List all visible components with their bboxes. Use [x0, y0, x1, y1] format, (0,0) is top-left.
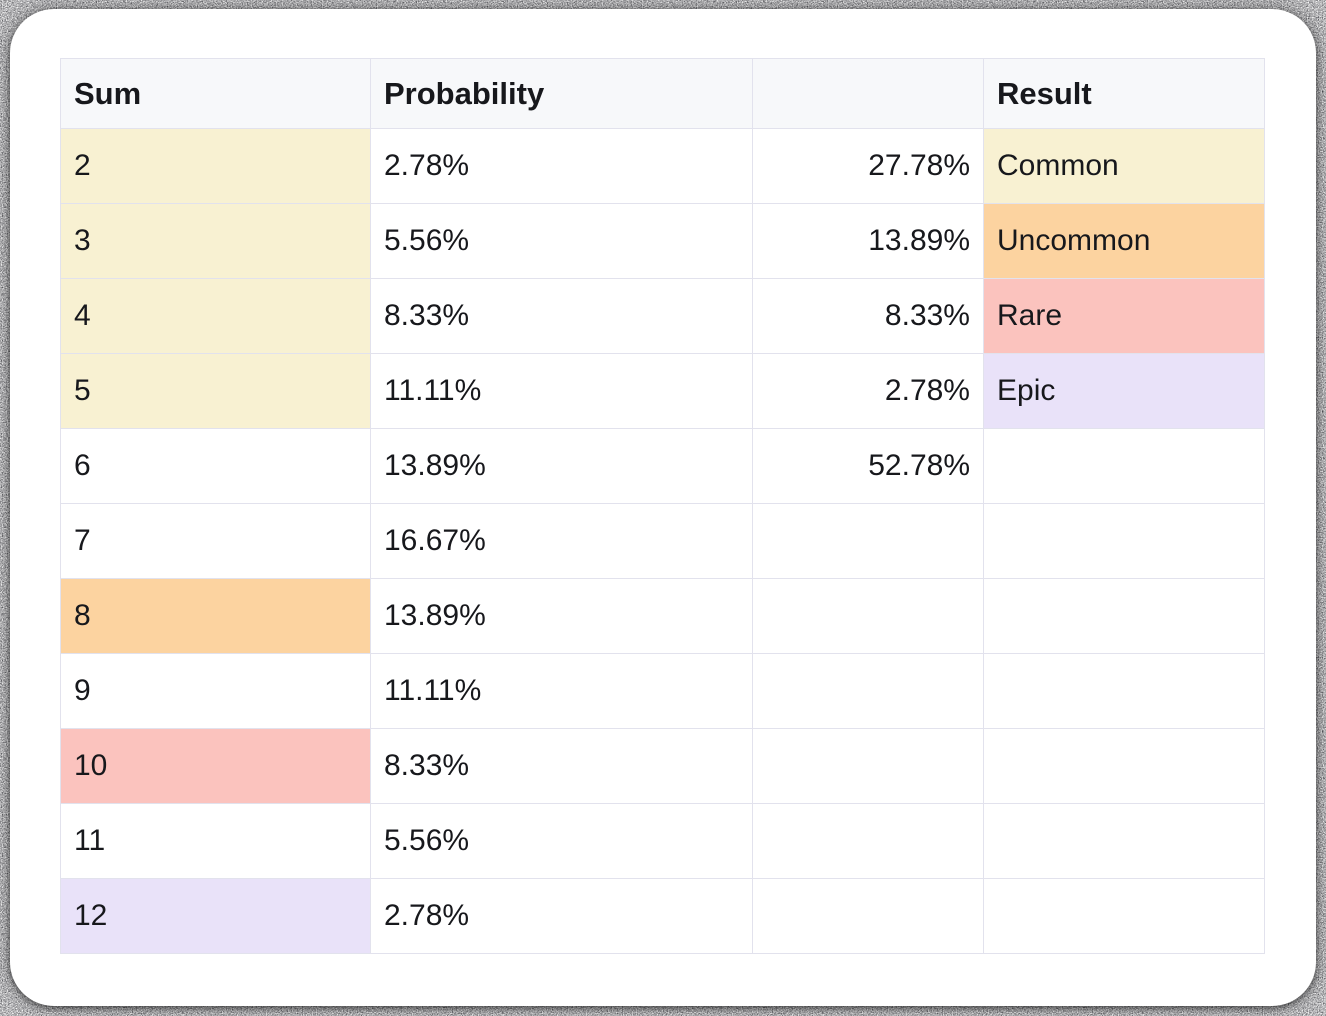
column-header-group_probability [752, 58, 984, 129]
cell-result [983, 428, 1265, 504]
cell-group_probability [752, 803, 984, 879]
dice-probability-table: Sum Probability Result 2 2.78% 27.78% Common 3… [60, 58, 1265, 954]
cell-group_probability [752, 653, 984, 729]
table-row: 3 5.56% 13.89% Uncommon [60, 203, 1265, 279]
cell-sum: 7 [60, 503, 371, 579]
cell-probability: 8.33% [370, 278, 753, 354]
cell-group_probability: 8.33% [752, 278, 984, 354]
cell-probability: 16.67% [370, 503, 753, 579]
column-header-probability: Probability [370, 58, 753, 129]
cell-result: Uncommon [983, 203, 1265, 279]
table-row: 4 8.33% 8.33% Rare [60, 278, 1265, 354]
cell-sum: 4 [60, 278, 371, 354]
table-body: 2 2.78% 27.78% Common 3 5.56% 13.89% Uncommon 4 8… [60, 128, 1265, 954]
cell-probability: 5.56% [370, 803, 753, 879]
cell-result [983, 503, 1265, 579]
cell-result: Common [983, 128, 1265, 204]
cell-group_probability: 13.89% [752, 203, 984, 279]
cell-group_probability [752, 503, 984, 579]
cell-group_probability: 2.78% [752, 353, 984, 429]
cell-sum: 12 [60, 878, 371, 954]
cell-probability: 2.78% [370, 128, 753, 204]
column-header-result: Result [983, 58, 1265, 129]
table-header: Sum Probability Result [60, 58, 1265, 129]
cell-result [983, 803, 1265, 879]
cell-group_probability: 27.78% [752, 128, 984, 204]
cell-result [983, 878, 1265, 954]
cell-group_probability: 52.78% [752, 428, 984, 504]
table-row: 7 16.67% [60, 503, 1265, 579]
table-row: 5 11.11% 2.78% Epic [60, 353, 1265, 429]
cell-result: Epic [983, 353, 1265, 429]
cell-sum: 11 [60, 803, 371, 879]
table-row: 2 2.78% 27.78% Common [60, 128, 1265, 204]
cell-probability: 11.11% [370, 353, 753, 429]
table-row: 12 2.78% [60, 878, 1265, 954]
header-row: Sum Probability Result [60, 58, 1265, 129]
table-row: 8 13.89% [60, 578, 1265, 654]
cell-sum: 2 [60, 128, 371, 204]
table-row: 11 5.56% [60, 803, 1265, 879]
cell-result [983, 653, 1265, 729]
cell-sum: 8 [60, 578, 371, 654]
cell-result [983, 728, 1265, 804]
cell-group_probability [752, 878, 984, 954]
cell-sum: 6 [60, 428, 371, 504]
cell-probability: 13.89% [370, 428, 753, 504]
cell-probability: 8.33% [370, 728, 753, 804]
cell-sum: 10 [60, 728, 371, 804]
cell-sum: 9 [60, 653, 371, 729]
cell-probability: 11.11% [370, 653, 753, 729]
table-row: 6 13.89% 52.78% [60, 428, 1265, 504]
cell-group_probability [752, 578, 984, 654]
column-header-sum: Sum [60, 58, 371, 129]
cell-result: Rare [983, 278, 1265, 354]
cell-result [983, 578, 1265, 654]
cell-probability: 13.89% [370, 578, 753, 654]
cell-probability: 5.56% [370, 203, 753, 279]
table-row: 10 8.33% [60, 728, 1265, 804]
cell-sum: 5 [60, 353, 371, 429]
cell-sum: 3 [60, 203, 371, 279]
cell-probability: 2.78% [370, 878, 753, 954]
table-row: 9 11.11% [60, 653, 1265, 729]
cell-group_probability [752, 728, 984, 804]
